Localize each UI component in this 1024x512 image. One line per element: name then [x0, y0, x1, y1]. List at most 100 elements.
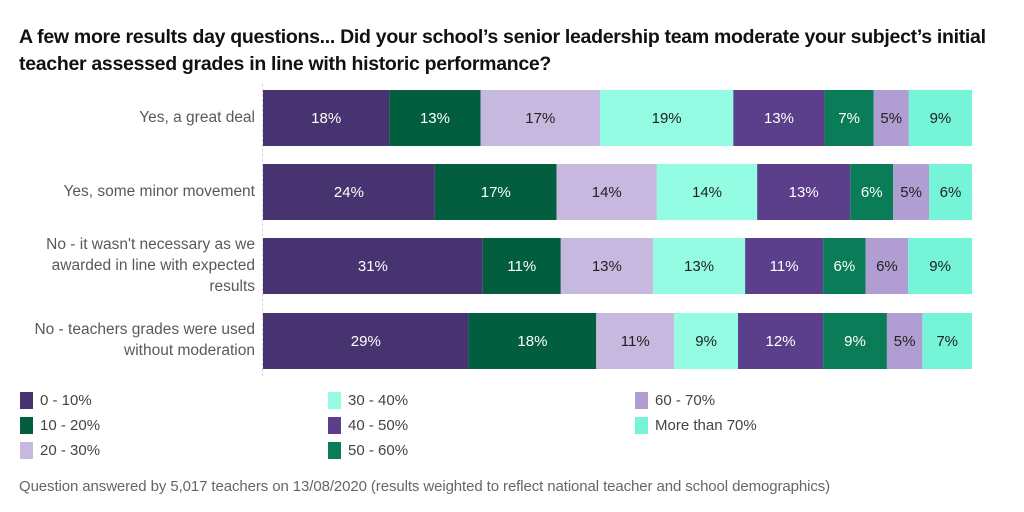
- data-label: 9%: [929, 258, 951, 275]
- category-axis-line: [262, 84, 263, 376]
- bar-segment: [908, 238, 972, 294]
- data-label: 11%: [770, 258, 799, 275]
- legend-swatch: [328, 391, 341, 409]
- category-label: Yes, a great deal: [0, 107, 255, 128]
- legend-swatch: [20, 416, 33, 434]
- category-label-line: results: [209, 277, 255, 295]
- legend-swatch: [635, 391, 648, 409]
- category-label-line: No - teachers grades were used: [34, 321, 255, 338]
- legend-label: 20 - 30%: [40, 441, 101, 459]
- bar-segment: [263, 90, 390, 146]
- legend-label: 0 - 10%: [40, 391, 92, 409]
- bar-segment: [893, 164, 930, 220]
- legend-label: 10 - 20%: [40, 416, 101, 434]
- legend-swatch: [328, 416, 341, 434]
- data-label: 17%: [481, 184, 511, 201]
- bar-segment: [656, 164, 758, 220]
- data-label: 7%: [838, 110, 860, 127]
- category-label: No - teachers grades were used without mo…: [0, 319, 255, 361]
- data-label: 13%: [789, 184, 819, 201]
- data-label: 6%: [876, 258, 898, 275]
- legend-item: 20 - 30%: [20, 440, 100, 460]
- bar-segment: [263, 313, 469, 369]
- bar-segment: [745, 238, 824, 294]
- bar-segment: [823, 313, 887, 369]
- bar-segment: [873, 90, 909, 146]
- bar-segment: [480, 90, 600, 146]
- data-label: 6%: [940, 184, 962, 201]
- data-label: 17%: [525, 110, 555, 127]
- legend-item: 30 - 40%: [328, 390, 408, 410]
- bar-segment: [556, 164, 657, 220]
- bar-segment: [922, 313, 972, 369]
- category-label-line: Yes, some minor movement: [63, 182, 255, 200]
- bar-segment: [468, 313, 597, 369]
- bar-row: 24% 17% 14% 14% 13% 6% 5% 6%: [263, 164, 972, 220]
- bar-segment: [824, 90, 874, 146]
- data-label: 5%: [900, 184, 922, 201]
- bar-segment: [599, 90, 734, 146]
- data-label: 5%: [894, 333, 916, 350]
- data-label: 29%: [351, 333, 381, 350]
- data-label: 24%: [334, 184, 364, 201]
- bar-segment: [823, 238, 866, 294]
- bar-row: 31% 11% 13% 13% 11% 6% 6% 9%: [263, 238, 972, 294]
- bar-segment: [482, 238, 561, 294]
- bar-segment: [850, 164, 894, 220]
- data-label: 13%: [420, 110, 450, 127]
- bar-segment: [733, 90, 825, 146]
- data-label: 9%: [695, 333, 717, 350]
- legend-label: More than 70%: [655, 416, 757, 434]
- legend-swatch: [20, 391, 33, 409]
- data-label: 11%: [507, 258, 536, 275]
- legend-item: 10 - 20%: [20, 415, 100, 435]
- bar-segment: [757, 164, 851, 220]
- bar-segment: [908, 90, 972, 146]
- bar-segment: [674, 313, 739, 369]
- data-label: 11%: [621, 333, 650, 350]
- footnote: Question answered by 5,017 teachers on 1…: [19, 478, 831, 495]
- bar-row: 29% 18% 11% 9% 12% 9% 5% 7%: [263, 313, 972, 369]
- data-label: 18%: [311, 110, 341, 127]
- bar-segment: [560, 238, 653, 294]
- legend-label: 30 - 40%: [348, 391, 409, 409]
- legend-item: 0 - 10%: [20, 390, 92, 410]
- data-label: 13%: [684, 258, 714, 275]
- legend-item: 50 - 60%: [328, 440, 408, 460]
- legend-label: 50 - 60%: [348, 441, 409, 459]
- legend-label: 60 - 70%: [655, 391, 716, 409]
- data-label: 14%: [692, 184, 722, 201]
- bar-segment: [263, 238, 483, 294]
- bar-segment: [263, 164, 435, 220]
- legend-item: More than 70%: [635, 415, 757, 435]
- data-label: 9%: [930, 110, 952, 127]
- data-label: 18%: [517, 333, 547, 350]
- data-label: 14%: [592, 184, 622, 201]
- chart-title: A few more results day questions... Did …: [19, 26, 986, 75]
- bar-segment: [886, 313, 923, 369]
- category-label-line: without moderation: [124, 342, 255, 359]
- legend-swatch: [635, 416, 648, 434]
- data-label: 31%: [358, 258, 388, 275]
- data-label: 6%: [861, 184, 883, 201]
- data-label: 13%: [592, 258, 622, 275]
- bar-segment: [738, 313, 824, 369]
- bar-segment: [434, 164, 557, 220]
- bar-segment: [389, 90, 481, 146]
- bar-segment: [865, 238, 909, 294]
- bar-row: 18% 13% 17% 19% 13% 7% 5% 9%: [263, 90, 972, 146]
- bar-segment: [652, 238, 746, 294]
- category-label-line: Yes, a great deal: [139, 108, 255, 126]
- data-label: 12%: [766, 333, 796, 350]
- category-label: Yes, some minor movement: [0, 181, 255, 202]
- data-label: 9%: [844, 333, 866, 350]
- legend-item: 60 - 70%: [635, 390, 715, 410]
- category-label: No - it wasn't necessary as we awarded in…: [0, 234, 255, 297]
- bar-segment: [929, 164, 972, 220]
- legend-item: 40 - 50%: [328, 415, 408, 435]
- category-label-line: No - it wasn't necessary as we: [46, 235, 255, 253]
- data-label: 19%: [652, 110, 682, 127]
- data-label: 13%: [764, 110, 794, 127]
- legend-label: 40 - 50%: [348, 416, 409, 434]
